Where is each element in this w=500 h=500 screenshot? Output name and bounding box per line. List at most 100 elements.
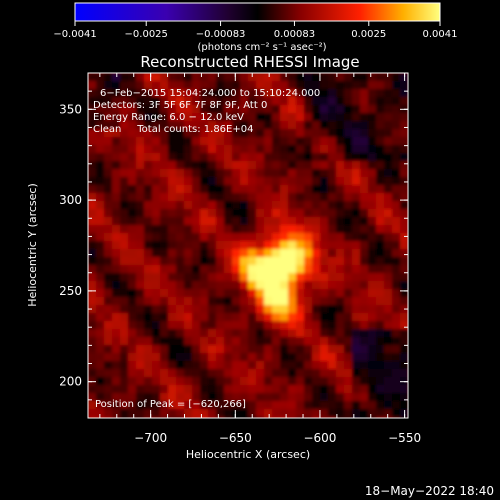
heatmap-cell xyxy=(232,209,241,218)
heatmap-cell xyxy=(384,393,393,402)
heatmap-cell xyxy=(360,313,369,322)
chart-title: Reconstructed RHESSI Image xyxy=(140,53,359,71)
heatmap-cell xyxy=(136,209,145,218)
heatmap-cell xyxy=(352,225,361,234)
heatmap-cell xyxy=(232,225,241,234)
heatmap-cell xyxy=(160,409,169,418)
heatmap-cell xyxy=(232,393,241,402)
heatmap-cell xyxy=(344,305,353,314)
heatmap-cell xyxy=(240,393,249,402)
heatmap-cell xyxy=(160,113,169,122)
heatmap-cell xyxy=(304,185,313,194)
heatmap-cell xyxy=(152,305,161,314)
heatmap-cell xyxy=(144,209,153,218)
heatmap-cell xyxy=(160,297,169,306)
heatmap-cell xyxy=(352,201,361,210)
heatmap-cell xyxy=(144,393,153,402)
heatmap-cell xyxy=(96,97,105,106)
heatmap-cell xyxy=(392,345,401,354)
heatmap-cell xyxy=(384,401,393,410)
heatmap-cell xyxy=(224,145,233,154)
heatmap-cell xyxy=(200,385,209,394)
heatmap-cell xyxy=(112,153,121,162)
heatmap-cell xyxy=(264,321,273,330)
heatmap-cell xyxy=(216,129,225,138)
heatmap-cell xyxy=(120,233,129,242)
heatmap-cell xyxy=(160,161,169,170)
heatmap-cell xyxy=(144,121,153,130)
heatmap-cell xyxy=(232,113,241,122)
heatmap-cell xyxy=(176,169,185,178)
heatmap-cell xyxy=(208,393,217,402)
heatmap-cell xyxy=(352,209,361,218)
heatmap-cell xyxy=(160,193,169,202)
heatmap-cell xyxy=(136,233,145,242)
heatmap-cell xyxy=(264,121,273,130)
heatmap-cell xyxy=(192,121,201,130)
heatmap-cell xyxy=(248,81,257,90)
heatmap-cell xyxy=(192,225,201,234)
heatmap-cell xyxy=(288,369,297,378)
heatmap-cell xyxy=(328,233,337,242)
heatmap-cell xyxy=(160,89,169,98)
heatmap-cell xyxy=(144,281,153,290)
colorbar-gradient xyxy=(74,2,441,22)
heatmap-cell xyxy=(336,89,345,98)
heatmap-cell xyxy=(112,97,121,106)
heatmap-cell xyxy=(112,145,121,154)
heatmap-cell xyxy=(376,345,385,354)
heatmap-cell xyxy=(104,377,113,386)
heatmap-cell xyxy=(104,89,113,98)
heatmap-cell xyxy=(96,153,105,162)
heatmap-cell xyxy=(88,385,97,394)
heatmap-cell xyxy=(288,385,297,394)
heatmap-cell xyxy=(336,281,345,290)
heatmap-cell xyxy=(280,193,289,202)
heatmap-cell xyxy=(272,89,281,98)
heatmap-cell xyxy=(128,113,137,122)
heatmap-cell xyxy=(200,313,209,322)
heatmap-cell xyxy=(240,361,249,370)
heatmap-cell xyxy=(96,185,105,194)
heatmap-cell xyxy=(368,265,377,274)
heatmap-cell xyxy=(368,273,377,282)
heatmap-cell xyxy=(384,129,393,138)
heatmap-cell xyxy=(216,97,225,106)
heatmap-cell xyxy=(152,129,161,138)
heatmap-cell xyxy=(376,257,385,266)
heatmap-cell xyxy=(224,169,233,178)
heatmap-cell xyxy=(232,249,241,258)
heatmap-cell xyxy=(184,137,193,146)
heatmap-cell xyxy=(168,281,177,290)
heatmap-cell xyxy=(88,273,97,282)
heatmap-cell xyxy=(272,273,281,282)
heatmap-cell xyxy=(224,241,233,250)
heatmap-cell xyxy=(312,249,321,258)
heatmap-cell xyxy=(336,249,345,258)
heatmap-cell xyxy=(144,177,153,186)
heatmap-cell xyxy=(120,177,129,186)
detectors-label: Detectors: 3F 5F 6F 7F 8F 9F, Att 0 xyxy=(93,100,267,111)
heatmap-cell xyxy=(272,225,281,234)
heatmap-cell xyxy=(368,177,377,186)
heatmap-cell xyxy=(240,281,249,290)
heatmap-cell xyxy=(312,329,321,338)
heatmap-cell xyxy=(96,145,105,154)
heatmap-cell xyxy=(296,377,305,386)
heatmap-cell xyxy=(168,369,177,378)
heatmap-cell xyxy=(400,241,408,250)
heatmap-cell xyxy=(240,385,249,394)
heatmap-cell xyxy=(376,129,385,138)
heatmap-cell xyxy=(88,353,97,362)
heatmap-cell xyxy=(88,193,97,202)
heatmap-cell xyxy=(120,105,129,114)
heatmap-cell xyxy=(376,249,385,258)
heatmap-cell xyxy=(376,297,385,306)
heatmap-cell xyxy=(120,249,129,258)
heatmap-cell xyxy=(224,249,233,258)
heatmap-cell xyxy=(304,113,313,122)
heatmap-cell xyxy=(296,289,305,298)
heatmap-cell xyxy=(344,121,353,130)
heatmap-cell xyxy=(96,193,105,202)
heatmap-cell xyxy=(296,105,305,114)
